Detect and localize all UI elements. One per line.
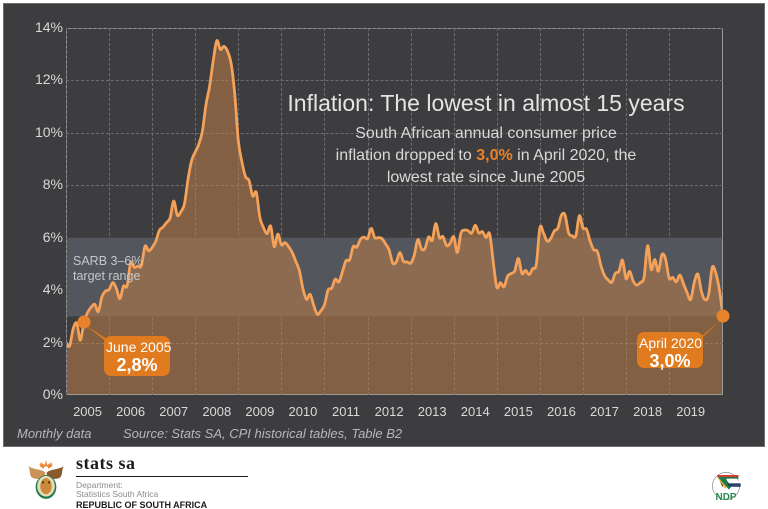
svg-text:NDP: NDP xyxy=(716,492,737,503)
svg-text:2030: 2030 xyxy=(732,482,740,486)
